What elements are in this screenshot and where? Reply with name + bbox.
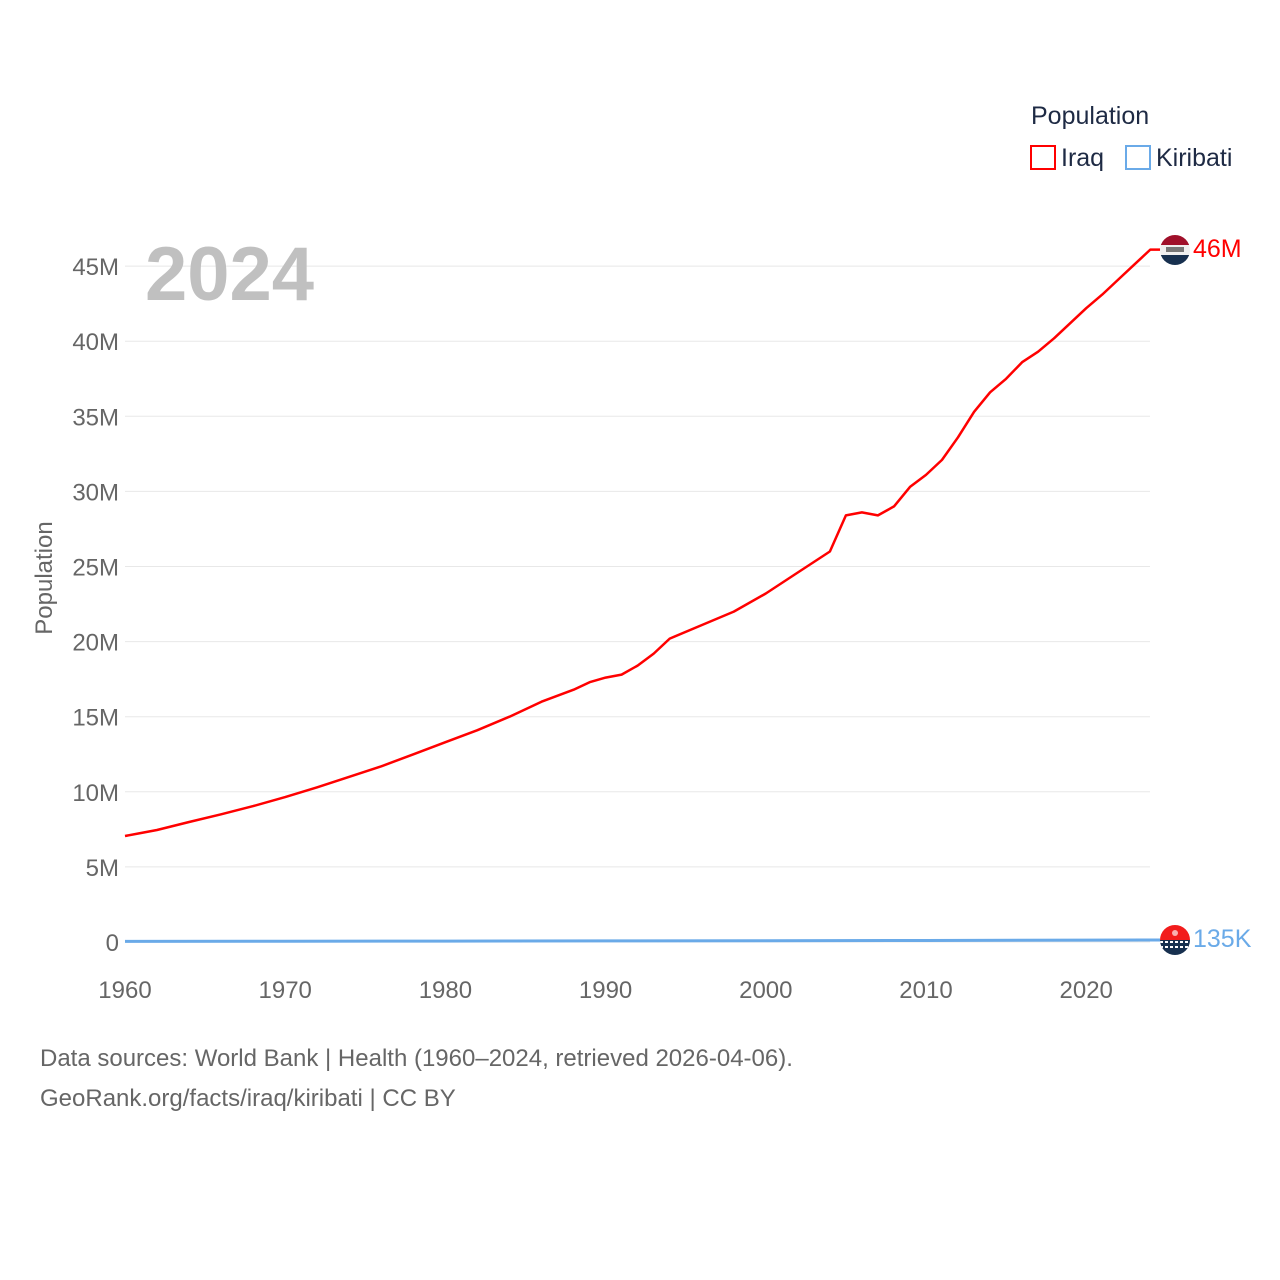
x-tick-label: 1970 [259, 977, 312, 1004]
series-line-kiribati[interactable] [124, 938, 1160, 943]
y-tick-label: 5M [86, 855, 119, 882]
x-tick-label: 1990 [579, 977, 632, 1004]
y-axis-label: Population [31, 521, 58, 634]
y-tick-label: 35M [72, 404, 119, 431]
legend-item-iraq[interactable]: Iraq [1030, 144, 1104, 172]
y-tick-label: 40M [72, 329, 119, 356]
y-tick-label: 20M [72, 630, 119, 657]
y-tick-label: 0 [106, 930, 119, 957]
x-tick-label: 2010 [899, 977, 952, 1004]
legend-swatch-iraq [1030, 145, 1056, 170]
y-tick-label: 25M [72, 555, 119, 582]
series-line-iraq[interactable] [124, 248, 1160, 838]
attribution-link[interactable]: GeoRank.org/facts/iraq/kiribati | CC BY [40, 1085, 456, 1112]
year-watermark: 2024 [145, 232, 314, 317]
y-tick-label: 10M [72, 780, 119, 807]
legend-title: Population [1031, 102, 1149, 130]
data-source-text: Data sources: World Bank | Health (1960–… [40, 1045, 793, 1072]
y-tick-label: 15M [72, 705, 119, 732]
iraq-end-label: 46M [1193, 235, 1242, 263]
x-tick-label: 1960 [98, 977, 151, 1004]
kiribati-flag-icon [1160, 925, 1190, 955]
y-tick-label: 30M [72, 479, 119, 506]
x-tick-label: 1980 [419, 977, 472, 1004]
x-tick-label: 2000 [739, 977, 792, 1004]
legend-swatch-kiribati [1125, 145, 1151, 170]
legend-label-iraq: Iraq [1061, 144, 1104, 172]
legend-item-kiribati[interactable]: Kiribati [1125, 144, 1232, 172]
y-tick-label: 45M [72, 254, 119, 281]
iraq-flag-icon [1160, 235, 1190, 265]
x-tick-label: 2020 [1060, 977, 1113, 1004]
kiribati-end-label: 135K [1193, 925, 1252, 953]
legend-label-kiribati: Kiribati [1156, 144, 1232, 172]
